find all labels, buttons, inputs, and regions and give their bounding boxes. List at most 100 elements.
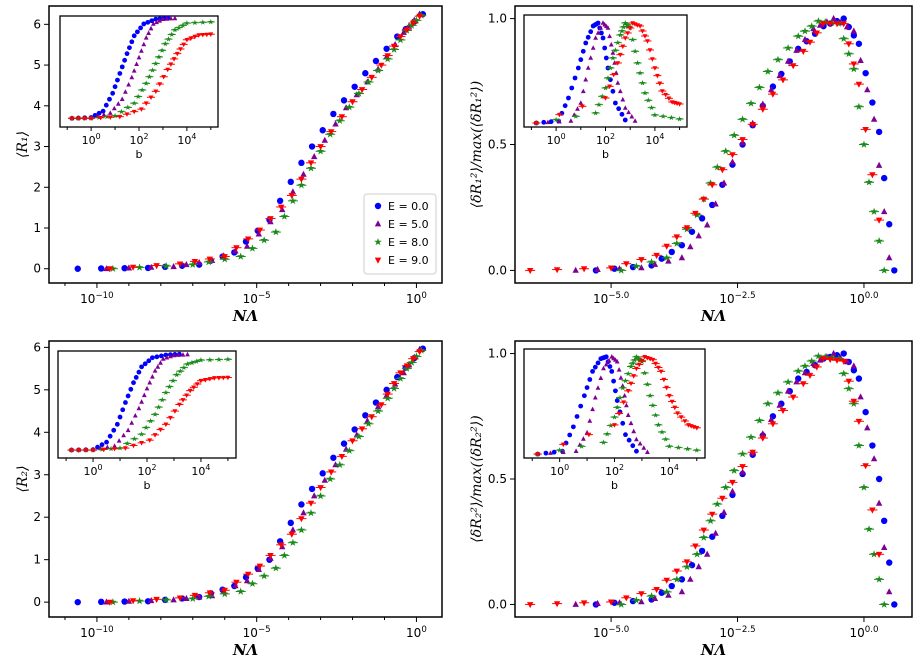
- inset-tick-label: 104: [191, 463, 210, 478]
- data-point: [793, 378, 800, 385]
- data-point: [245, 236, 252, 243]
- data-point: [374, 66, 382, 74]
- data-point: [880, 600, 888, 608]
- inset-data-point: [138, 431, 145, 437]
- inset-data-point: [642, 34, 648, 39]
- data-point: [135, 597, 144, 605]
- data-point: [759, 430, 766, 437]
- inset-data-point: [675, 444, 682, 450]
- inset-data-point: [678, 415, 684, 420]
- series-3: [107, 346, 427, 606]
- data-point: [840, 358, 847, 365]
- inset: 100 102 104 b: [57, 350, 237, 492]
- y-axis-label: ⟨δR₁²⟩/max(⟨δR₁²⟩): [469, 81, 485, 208]
- x-tick-label: 100.0: [849, 291, 878, 306]
- inset-data-point: [581, 393, 587, 399]
- data-point: [712, 529, 719, 536]
- data-point: [298, 176, 305, 183]
- data-point: [855, 441, 863, 449]
- inset-data-point: [115, 101, 121, 106]
- inset-tick-label: 100: [84, 463, 103, 478]
- data-point: [340, 440, 348, 447]
- data-point: [855, 418, 863, 425]
- data-point: [698, 215, 706, 222]
- inset-data-point: [116, 438, 122, 443]
- data-point: [688, 228, 696, 235]
- data-point: [870, 115, 878, 122]
- inset-series-2: [535, 354, 650, 456]
- x-tick-label: 100: [406, 625, 427, 640]
- inset-data-point: [624, 402, 629, 408]
- data-point: [183, 261, 190, 268]
- inset-data-point: [632, 118, 638, 123]
- data-point: [864, 86, 871, 93]
- inset-data-point: [194, 382, 200, 387]
- inset-data-point: [644, 381, 651, 387]
- inset-data-point: [154, 19, 159, 25]
- data-point: [638, 257, 645, 264]
- data-point: [328, 129, 335, 136]
- data-point: [623, 261, 630, 268]
- data-point: [351, 83, 358, 90]
- inset-tick-label: 102: [137, 463, 156, 478]
- inset-data-point: [578, 57, 584, 63]
- data-point: [860, 483, 868, 491]
- inset-data-point: [138, 25, 143, 31]
- inset-data-point: [225, 375, 231, 381]
- data-point: [869, 172, 876, 179]
- inset-data-point: [159, 396, 166, 403]
- x-axis-label: NΛ: [232, 307, 258, 325]
- data-point: [358, 426, 366, 433]
- inset-data-point: [143, 80, 149, 86]
- inset-data-point: [141, 392, 147, 398]
- inset-data-point: [152, 411, 158, 417]
- inset-data-point: [545, 119, 551, 125]
- inset-data-point: [69, 116, 75, 121]
- inset-data-point: [147, 379, 153, 385]
- inset-data-point: [95, 444, 100, 450]
- data-point: [663, 577, 670, 584]
- inset: 100 102 104 b: [523, 14, 688, 161]
- inset-data-point: [170, 377, 176, 384]
- inset-data-point: [592, 364, 598, 370]
- inset-data-point: [146, 73, 153, 80]
- data-point: [755, 416, 764, 424]
- data-point: [651, 594, 659, 601]
- y-tick-label: 3: [33, 140, 41, 154]
- data-point: [833, 21, 841, 28]
- data-point: [663, 243, 670, 250]
- data-point: [665, 591, 672, 598]
- inset-data-point: [104, 439, 109, 445]
- legend-marker: [374, 202, 382, 210]
- data-point: [800, 381, 807, 388]
- inset-tick-label: 100: [550, 463, 569, 478]
- data-point: [74, 598, 81, 606]
- inset-data-point: [645, 97, 652, 103]
- data-point: [776, 72, 783, 79]
- x-tick-label: 10−5: [243, 291, 271, 306]
- data-point: [378, 62, 385, 69]
- data-point: [527, 602, 534, 609]
- data-point: [880, 266, 888, 274]
- data-point: [326, 475, 334, 483]
- inset-data-point: [110, 90, 116, 96]
- data-point: [658, 255, 665, 262]
- data-point: [749, 449, 756, 456]
- inset-data-point: [600, 439, 607, 445]
- inset-data-point: [666, 96, 672, 102]
- inset-data-point: [187, 388, 193, 394]
- inset-data-point: [101, 447, 107, 453]
- data-point: [364, 78, 373, 86]
- data-point: [267, 216, 274, 223]
- inset-data-point: [117, 414, 123, 420]
- data-point: [814, 352, 823, 360]
- inset-data-point: [631, 374, 637, 379]
- inset-data-point: [165, 36, 172, 42]
- inset-data-point: [642, 90, 648, 96]
- data-point: [816, 356, 824, 363]
- data-point: [328, 469, 335, 476]
- data-point: [862, 69, 869, 77]
- inset-data-point: [575, 106, 580, 111]
- inset-tick-label: 104: [177, 132, 196, 147]
- inset-data-point: [212, 376, 217, 381]
